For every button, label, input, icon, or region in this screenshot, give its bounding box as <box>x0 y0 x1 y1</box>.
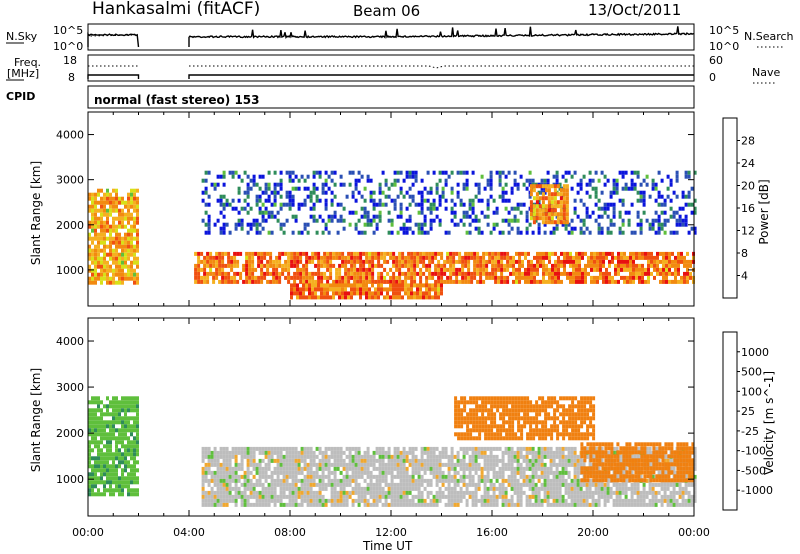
nsearch-tick-top: 10^5 <box>709 24 740 37</box>
cpid-panel-frame <box>87 85 695 109</box>
x-tick-label: 04:00 <box>173 526 205 539</box>
x-tick-label: 20:00 <box>577 526 609 539</box>
colorbar-tick-label: -25 <box>741 425 759 438</box>
power-colorbar: 28 24 20 16 12 8 4 <box>722 117 755 299</box>
nave-label: Nave <box>752 66 781 79</box>
power-panel: 4000 3000 2000 1000 <box>56 111 697 307</box>
colorbar-frame <box>722 331 738 511</box>
velocity-colorbar: 1000 500 100 25 -25 -100 -500 -1000 <box>722 331 773 511</box>
freq-label-line2: [MHz] <box>7 67 40 80</box>
colorbar-tick-label: 24 <box>741 157 755 170</box>
nave-line <box>88 65 694 69</box>
colorbar-tick-label: 25 <box>741 405 755 418</box>
y-tick-label: 2000 <box>56 219 84 232</box>
colorbar-tick-label: -500 <box>741 464 766 477</box>
colorbar-tick-label: 100 <box>741 385 762 398</box>
nsky-line <box>87 26 695 48</box>
colorbar-tick-label: 12 <box>741 225 755 238</box>
y-tick-label: 1000 <box>56 473 84 486</box>
y-tick-label: 4000 <box>56 335 84 348</box>
nsky-tick-bottom: 10^0 <box>53 40 84 53</box>
x-tick-label: 00:00 <box>72 526 104 539</box>
y-tick-label: 4000 <box>56 129 84 142</box>
nave-tick-bottom: 0 <box>709 71 716 84</box>
station-title: Hankasalmi (fitACF) <box>92 0 261 19</box>
freq-tick-top: 18 <box>63 54 77 67</box>
nsky-tick-top: 10^5 <box>53 24 84 37</box>
time-axis: 00:00 04:00 08:00 12:00 16:00 20:00 00:00 <box>72 526 710 539</box>
nsky-label: N.Sky <box>6 30 38 43</box>
beam-title: Beam 06 <box>353 2 421 20</box>
colorbar-tick-label: -1000 <box>741 484 773 497</box>
x-tick-label: 16:00 <box>476 526 508 539</box>
time-xlabel: Time UT <box>363 539 413 553</box>
colorbar-tick-label: 500 <box>741 366 762 379</box>
colorbar-frame <box>722 117 738 299</box>
nsearch-label: N.Search <box>744 30 794 43</box>
freq-label-line1: Freq. <box>14 56 42 69</box>
colorbar-tick-label: 8 <box>741 247 748 260</box>
cpid-value: normal (fast stereo) 153 <box>94 93 260 107</box>
colorbar-tick-label: 1000 <box>741 346 769 359</box>
nsearch-tick-bottom: 10^0 <box>709 40 740 53</box>
velocity-panel: 4000 3000 2000 1000 <box>56 317 697 517</box>
x-tick-label: 08:00 <box>274 526 306 539</box>
freq-tick-bottom: 8 <box>68 71 75 84</box>
frequency-line <box>87 74 694 79</box>
colorbar-tick-label: 16 <box>741 202 755 215</box>
cpid-label: CPID <box>6 90 36 103</box>
heatmap-cells <box>88 170 697 300</box>
y-tick-label: 3000 <box>56 381 84 394</box>
x-tick-label: 00:00 <box>678 526 710 539</box>
date-title: 13/Oct/2011 <box>588 1 682 19</box>
y-tick-label: 3000 <box>56 174 84 187</box>
y-tick-label: 2000 <box>56 427 84 440</box>
colorbar-tick-label: -100 <box>741 445 766 458</box>
x-tick-label: 12:00 <box>375 526 407 539</box>
heatmap-cells <box>88 396 697 507</box>
y-tick-label: 1000 <box>56 264 84 277</box>
colorbar-tick-label: 20 <box>741 180 755 193</box>
freq-panel-frame <box>87 54 695 82</box>
colorbar-tick-label: 28 <box>741 135 755 148</box>
nave-tick-top: 60 <box>709 54 723 67</box>
colorbar-tick-label: 4 <box>741 270 748 283</box>
